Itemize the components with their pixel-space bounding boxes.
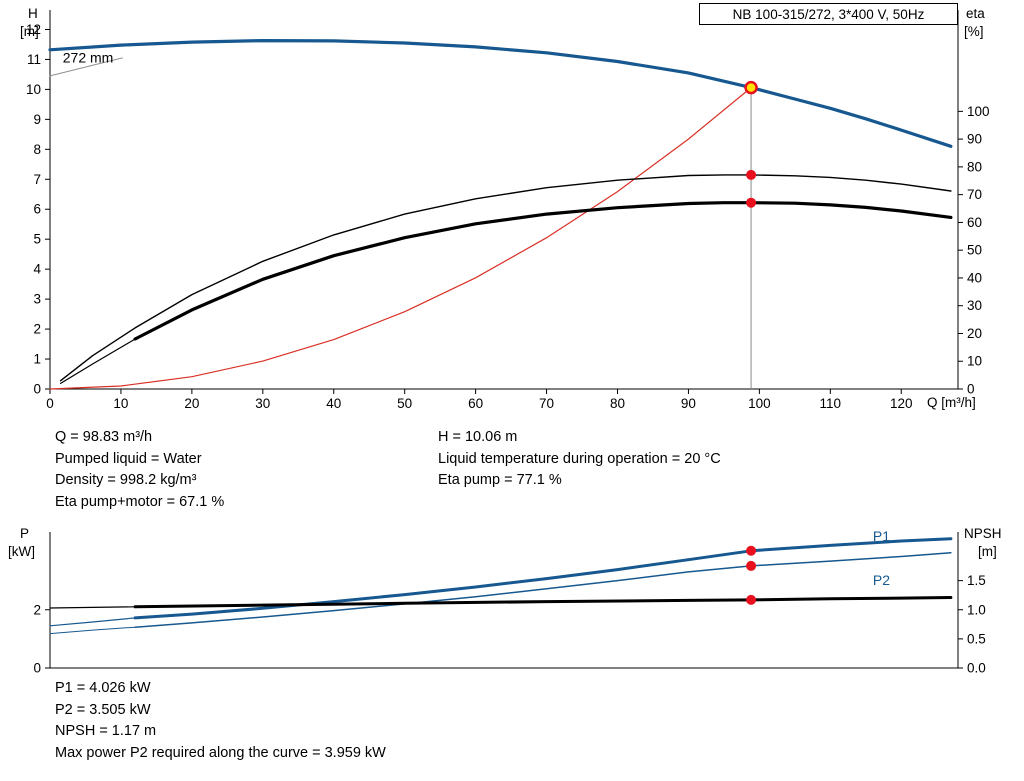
npsh-axis-label: NPSH <box>964 526 1002 541</box>
system-curve <box>49 86 752 390</box>
y-right-tick-label: 70 <box>967 187 982 202</box>
result-pumped-liquid: Pumped liquid = Water <box>55 450 202 467</box>
p-axis-unit: [kW] <box>8 544 35 559</box>
y-left-tick-label: 1 <box>33 352 41 367</box>
x-tick-label: 100 <box>748 396 771 411</box>
eta-pump-motor-lead <box>59 338 136 384</box>
y-left-tick-label: 0 <box>33 661 41 676</box>
y-left-tick-label: 4 <box>33 262 41 277</box>
results-bottom-block: P1 = 4.026 kW P2 = 3.505 kW NPSH = 1.17 … <box>55 678 386 764</box>
y-right-tick-label: 0.0 <box>967 661 986 676</box>
eta-axis-label: eta <box>966 6 985 21</box>
y-left-tick-label: 5 <box>33 232 41 247</box>
npsh-curve <box>133 596 953 609</box>
x-tick-label: 20 <box>184 396 199 411</box>
y-left-tick-label: 8 <box>33 142 41 157</box>
p2-lead <box>49 626 136 635</box>
y-right-tick-label: 30 <box>967 298 982 313</box>
y-left-tick-label: 6 <box>33 202 41 217</box>
h-axis-label: H <box>28 6 38 21</box>
result-flow: Q = 98.83 m³/h <box>55 429 153 445</box>
result-density: Density = 998.2 kg/m³ <box>55 472 197 488</box>
hq-chart[interactable]: 0 10 20 30 40 50 60 70 80 90 100 110 120012345678910… <box>0 0 1024 420</box>
x-tick-label: 40 <box>326 396 341 411</box>
eta-axis-unit: [%] <box>964 24 984 39</box>
y-left-tick-label: 12 <box>26 22 41 37</box>
y-right-tick-label: 60 <box>967 215 982 230</box>
x-tick-label: 110 <box>820 396 842 411</box>
p-axis-label: P <box>20 526 30 541</box>
x-tick-label: 60 <box>468 396 483 411</box>
result-eta-pump-motor: Eta pump+motor = 67.1 % <box>55 493 225 510</box>
npsh-lead <box>49 606 136 609</box>
y-right-tick-label: 1.5 <box>967 573 986 588</box>
results-right-column: H = 10.06 m Liquid temperature during op… <box>438 427 721 492</box>
y-right-tick-label: 80 <box>967 159 982 174</box>
y-right-tick-label: 20 <box>967 326 982 341</box>
duty-point-eta-pump <box>746 169 757 180</box>
p2-curve <box>134 551 952 628</box>
p1-curve-label: P1 <box>873 528 890 544</box>
y-right-tick-label: 40 <box>967 270 982 285</box>
duty-point-npsh <box>746 594 757 605</box>
max-power-note: Max power P2 required along the curve = … <box>55 744 386 761</box>
y-right-tick-label: 50 <box>967 243 982 258</box>
p1-curve <box>133 537 953 620</box>
x-tick-label: 70 <box>539 396 554 411</box>
impeller-callout-line <box>49 57 123 77</box>
y-left-tick-label: 0 <box>33 382 41 397</box>
y-right-tick-label: 0.5 <box>967 631 986 646</box>
duty-point-eta-pump-motor <box>746 197 757 208</box>
x-tick-label: 10 <box>113 396 128 411</box>
x-tick-label: 0 <box>46 396 54 411</box>
x-tick-label: 50 <box>397 396 412 411</box>
q-axis-label: Q [m³/h] <box>927 395 976 410</box>
eta-pump-motor-curve <box>133 201 953 341</box>
y-left-tick-label: 11 <box>27 52 41 67</box>
impeller-diameter-label: 272 mm <box>63 49 114 65</box>
x-tick-label: 30 <box>255 396 270 411</box>
duty-point-p1 <box>746 545 757 556</box>
x-tick-label: 120 <box>890 396 913 411</box>
duty-point-head <box>744 80 758 95</box>
pump-curve-272mm <box>48 38 953 148</box>
pump-title-box: NB 100-315/272, 3*400 V, 50Hz <box>699 3 958 25</box>
result-head: H = 10.06 m <box>438 429 518 445</box>
h-axis-unit: [m] <box>20 24 39 39</box>
y-right-tick-label: 10 <box>967 354 982 369</box>
p1-lead <box>49 617 136 627</box>
y-right-tick-label: 1.0 <box>967 602 986 617</box>
npsh-value: NPSH = 1.17 m <box>55 723 157 739</box>
x-tick-label: 90 <box>681 396 696 411</box>
y-left-tick-label: 7 <box>33 172 41 187</box>
y-right-tick-label: 0 <box>967 382 975 397</box>
y-left-tick-label: 3 <box>33 292 41 307</box>
p2-curve-label: P2 <box>873 572 890 588</box>
npsh-axis-unit: [m] <box>978 544 997 559</box>
duty-point-p2 <box>746 560 757 571</box>
result-liquid-temperature: Liquid temperature during operation = 20… <box>438 450 721 467</box>
y-left-tick-label: 10 <box>26 82 41 97</box>
y-left-tick-label: 9 <box>33 112 41 127</box>
eta-pump-curve <box>59 174 952 382</box>
y-left-tick-label: 2 <box>33 322 41 337</box>
y-right-tick-label: 100 <box>967 104 990 119</box>
p2-value: P2 = 3.505 kW <box>55 701 151 718</box>
power-npsh-chart[interactable]: 0 2 0.0 0.5 1.0 1.5 P1 P2 <box>0 500 1024 695</box>
p1-value: P1 = 4.026 kW <box>55 680 151 696</box>
result-eta-pump: Eta pump = 77.1 % <box>438 472 562 488</box>
results-left-column: Q = 98.83 m³/h Pumped liquid = Water Den… <box>55 427 224 513</box>
x-tick-label: 80 <box>610 396 625 411</box>
y-right-tick-label: 90 <box>967 132 982 147</box>
y-left-tick-label: 2 <box>33 602 41 617</box>
